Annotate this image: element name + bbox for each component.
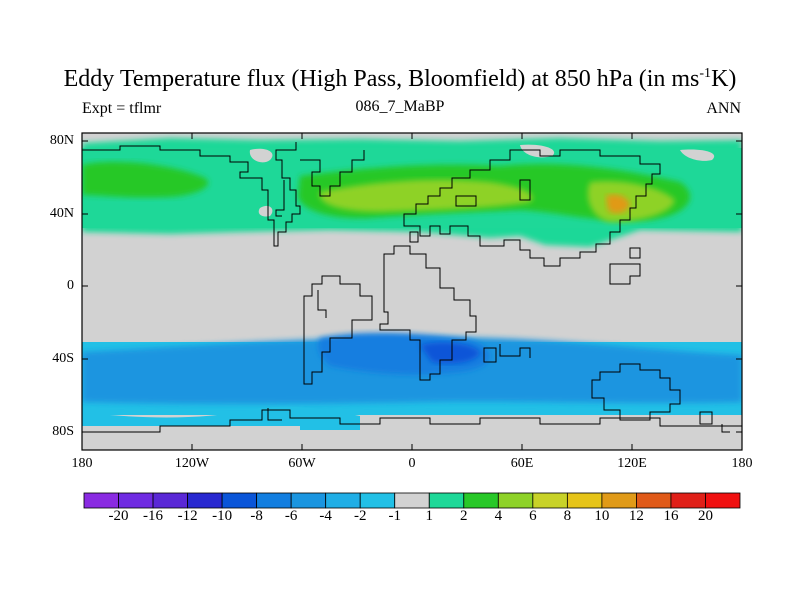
flux-field [82,138,742,450]
coastline-caspian [455,195,477,207]
colorbar-label: -2 [353,508,367,524]
lat-label-80n: 80N [49,133,74,148]
colorbar-swatch [394,492,430,509]
coastline-eurasia [403,149,661,267]
colorbar-label: 1 [425,508,434,524]
sh-darkest-blue [420,342,480,364]
coastline-africa [379,245,477,381]
colorbar-label: -20 [108,508,129,524]
colorbar-swatch [359,492,396,509]
lat-label-0: 0 [67,278,74,293]
nh-green-west [82,161,209,198]
colorbar-swatch [705,492,741,509]
coastline-new-zealand [699,411,713,425]
colorbar-swatch [636,492,672,509]
colorbar-label: -16 [143,508,164,524]
colorbar-swatch [325,492,361,509]
coastline-madagascar [483,347,497,363]
colorbar-swatch [428,492,465,509]
colorbar-swatch [83,492,119,509]
lon-label-0: 0 [408,456,416,471]
coastlines [82,142,742,433]
coastline-south-america [303,275,373,385]
colorbar-swatch [256,492,292,509]
colorbar-label: 6 [529,508,537,524]
coastline-north-america [82,142,301,247]
lon-label-180w: 180 [71,456,93,471]
colorbar-label: 20 [697,508,713,524]
colorbar-swatch [670,492,706,509]
nh-yellowgreen-east [587,180,675,222]
colorbar-swatch [118,492,154,509]
lat-label-40s: 40S [52,351,74,366]
nh-gray-patch [520,144,555,158]
colorbar-label: -4 [319,508,332,524]
nh-gray-patch [680,149,715,161]
chart-title: Eddy Temperature flux (High Pass, Bloomf… [63,66,737,92]
lon-label-60e: 60E [510,456,534,471]
coastline-mediterranean [409,231,419,243]
lat-label-80s: 80S [52,424,74,439]
colorbar-label: -1 [388,508,401,524]
nh-gray-patch [258,205,273,217]
colorbar-label: 10 [594,508,610,524]
coastline-north-america [275,180,285,217]
colorbar-label: -12 [177,508,198,524]
colorbar-label: 4 [494,508,503,524]
colorbar-swatch [152,492,188,509]
colorbar-swatch [221,492,258,509]
experiment-label: Expt = tflmr [82,100,162,117]
colorbar-label: -6 [284,508,298,524]
coastline-antarctica [82,409,742,433]
colorbar-swatch [463,492,499,509]
colorbar-swatch [601,492,637,509]
nh-yellowgreen-central [319,179,533,212]
coastline-southeast-asia [609,263,641,285]
lon-label-120e: 120E [617,456,647,471]
nh-orange-max [606,194,630,214]
axis-ticks [81,133,743,450]
colorbar-label: 16 [663,508,679,524]
season-label: ANN [706,100,741,117]
colorbar-label: 12 [628,508,644,524]
coastline-greenland [300,150,365,197]
colorbar-swatch [497,492,534,509]
colorbar-swatch [290,492,327,509]
coastline-australia [591,363,681,421]
colorbar-label: 2 [460,508,468,524]
colorbar-label: -8 [250,508,263,524]
colorbar-label: 8 [563,508,572,524]
lon-label-120w: 120W [174,456,210,471]
colorbar [83,492,741,509]
lat-label-40n: 40N [49,206,74,221]
colorbar-label: -10 [212,508,233,524]
lon-label-180e: 180 [731,456,753,471]
colorbar-swatch [532,492,568,509]
subtitle: 086_7_MaBP [355,98,445,115]
nh-gray-patch [249,148,273,163]
colorbar-swatch [187,492,223,509]
colorbar-swatch [566,492,603,509]
lon-label-60w: 60W [288,456,316,471]
